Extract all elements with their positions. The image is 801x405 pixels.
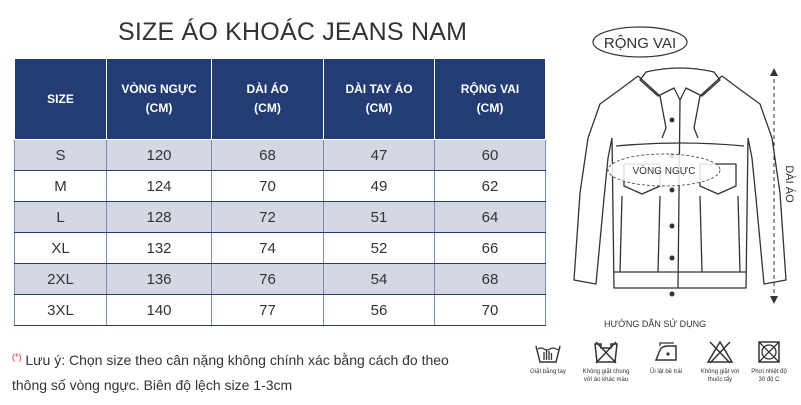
size-note: (*) Lưu ý: Chọn size theo cân nặng không…	[12, 348, 449, 398]
table-row: 3XL 140 77 56 70	[14, 294, 546, 326]
header-chest: VÒNG NGỰC (CM)	[106, 58, 212, 140]
table-row: XL 132 74 52 66	[14, 232, 546, 264]
size-cell: 3XL	[14, 294, 107, 326]
chest-label: VÒNG NGỰC	[633, 164, 696, 177]
size-cell: S	[14, 139, 107, 171]
shoulder-label-pill	[592, 26, 688, 58]
care-label: Không giặt với	[700, 369, 740, 375]
no-mixed-wash-icon	[594, 341, 618, 364]
table-row: L 128 72 51 64	[14, 201, 546, 233]
sleeve-cell: 47	[323, 139, 435, 171]
shoulder-cell: 70	[434, 294, 546, 326]
care-item: Giặt bằng tay	[518, 340, 578, 376]
length-arrow-bottom	[770, 296, 778, 304]
care-item: Không giặt chung với áo khác màu	[576, 340, 636, 384]
hand-wash-icon	[535, 345, 561, 363]
jacket-buttons	[669, 117, 675, 297]
shade-dry-icon	[758, 341, 780, 363]
jacket-diagram: RỘNG VAI VÒNG NGỰC DÀI ÁO	[573, 26, 796, 304]
header-sleeve: DÀI TAY ÁO (CM)	[323, 58, 435, 140]
header-shoulder: RỘNG VAI (CM)	[434, 58, 546, 140]
care-item: Ủi lật bề trái	[636, 340, 696, 376]
chest-measure-line	[607, 153, 721, 187]
length-cell: 72	[211, 201, 324, 233]
table-header-row: SIZE VÒNG NGỰC (CM) DÀI ÁO (CM) DÀI TAY ÁO…	[14, 58, 546, 140]
iron-inside-out-icon	[654, 342, 677, 361]
care-item: Không giặt với thuốc tẩy	[690, 340, 750, 384]
chest-cell: 128	[106, 201, 212, 233]
chest-cell: 132	[106, 232, 212, 264]
sleeve-cell: 54	[323, 263, 435, 295]
length-label: DÀI ÁO	[783, 165, 796, 203]
table-row: S 120 68 47 60	[14, 139, 546, 171]
size-table: SIZE VÒNG NGỰC (CM) DÀI ÁO (CM) DÀI TAY ÁO…	[14, 58, 546, 326]
note-line-1: Lưu ý: Chọn size theo cân nặng không chí…	[25, 352, 449, 368]
size-cell: 2XL	[14, 263, 107, 295]
sleeve-cell: 56	[323, 294, 435, 326]
chest-cell: 120	[106, 139, 212, 171]
jacket-outline	[573, 67, 787, 289]
table-row: M 124 70 49 62	[14, 170, 546, 202]
sleeve-cell: 49	[323, 170, 435, 202]
shoulder-cell: 66	[434, 232, 546, 264]
size-cell: XL	[14, 232, 107, 264]
chest-cell: 136	[106, 263, 212, 295]
care-guide-title: HƯỚNG DẪN SỬ DỤNG	[604, 319, 707, 329]
chest-cell: 140	[106, 294, 212, 326]
sleeve-cell: 52	[323, 232, 435, 264]
length-cell: 74	[211, 232, 324, 264]
shoulder-cell: 68	[434, 263, 546, 295]
header-length: DÀI ÁO (CM)	[211, 58, 324, 140]
care-label: Không giặt chung	[582, 369, 630, 375]
length-cell: 68	[211, 139, 324, 171]
chest-cell: 124	[106, 170, 212, 202]
care-label: Phơi nhiệt độ	[751, 369, 787, 375]
shoulder-cell: 62	[434, 170, 546, 202]
shoulder-label: RỘNG VAI	[604, 35, 676, 52]
note-asterisk: (*)	[12, 352, 22, 362]
length-cell: 70	[211, 170, 324, 202]
care-item: Phơi nhiệt độ 30 độ C	[739, 340, 799, 384]
page-title: SIZE ÁO KHOÁC JEANS NAM	[118, 18, 468, 46]
note-line-2: thông số vòng ngực. Biên độ lệch size 1-…	[12, 377, 293, 393]
size-cell: L	[14, 201, 107, 233]
table-row: 2XL 136 76 54 68	[14, 263, 546, 295]
shoulder-cell: 60	[434, 139, 546, 171]
length-cell: 76	[211, 263, 324, 295]
care-label: Giặt bằng tay	[530, 369, 566, 375]
care-label: Ủi lật bề trái	[649, 369, 682, 375]
size-cell: M	[14, 170, 107, 202]
shoulder-cell: 64	[434, 201, 546, 233]
length-cell: 77	[211, 294, 324, 326]
sleeve-cell: 51	[323, 201, 435, 233]
no-bleach-icon	[706, 340, 734, 364]
length-arrow-top	[770, 68, 778, 76]
header-size: SIZE	[14, 58, 107, 140]
